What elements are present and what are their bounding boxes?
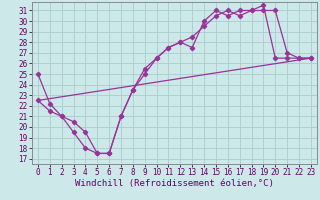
- X-axis label: Windchill (Refroidissement éolien,°C): Windchill (Refroidissement éolien,°C): [75, 179, 274, 188]
